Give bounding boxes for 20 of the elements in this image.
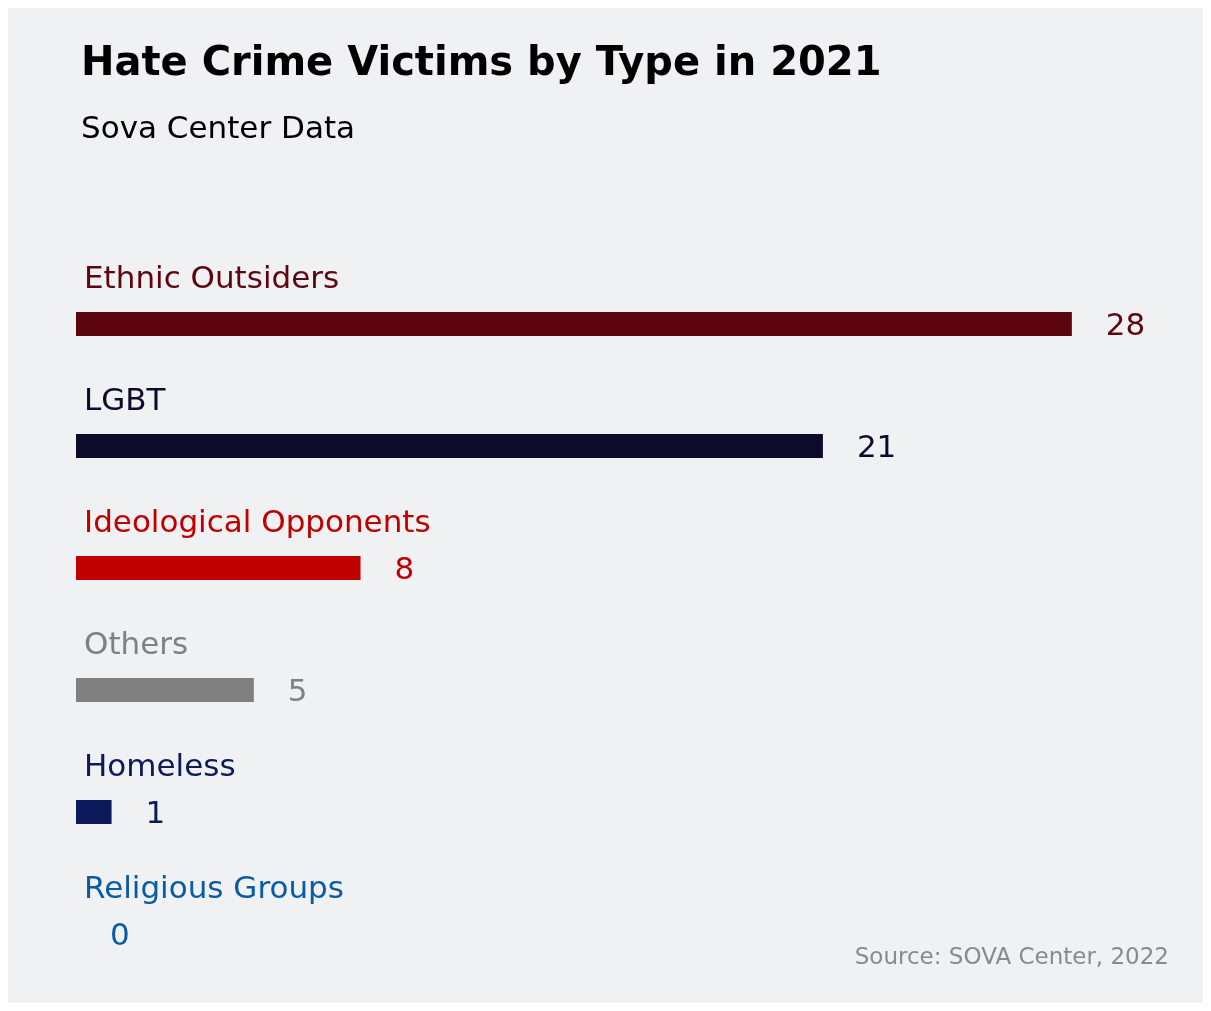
bar — [76, 434, 823, 458]
data-label: 0 — [110, 916, 130, 952]
bar — [76, 556, 361, 580]
data-label: 5 — [287, 672, 308, 708]
data-label: 8 — [394, 550, 415, 586]
y-tick-label: Religious Groups — [84, 868, 344, 905]
data-label: 28 — [1105, 306, 1146, 342]
data-label: 21 — [856, 428, 897, 464]
bar — [76, 312, 1072, 336]
y-tick-label: LGBT — [84, 380, 167, 417]
chart-title: Hate Crime Victims by Type in 2021 — [81, 38, 882, 84]
y-tick-label: Ethnic Outsiders — [84, 258, 340, 295]
data-label: 1 — [145, 794, 166, 830]
y-tick-label: Others — [84, 624, 189, 661]
bar — [76, 678, 254, 702]
annotation: Source: SOVA Center, 2022 — [854, 942, 1170, 969]
bar — [76, 800, 112, 824]
y-tick-label: Homeless — [84, 746, 236, 783]
chart-subtitle: Sova Center Data — [81, 108, 356, 145]
y-tick-label: Ideological Opponents — [84, 502, 431, 539]
